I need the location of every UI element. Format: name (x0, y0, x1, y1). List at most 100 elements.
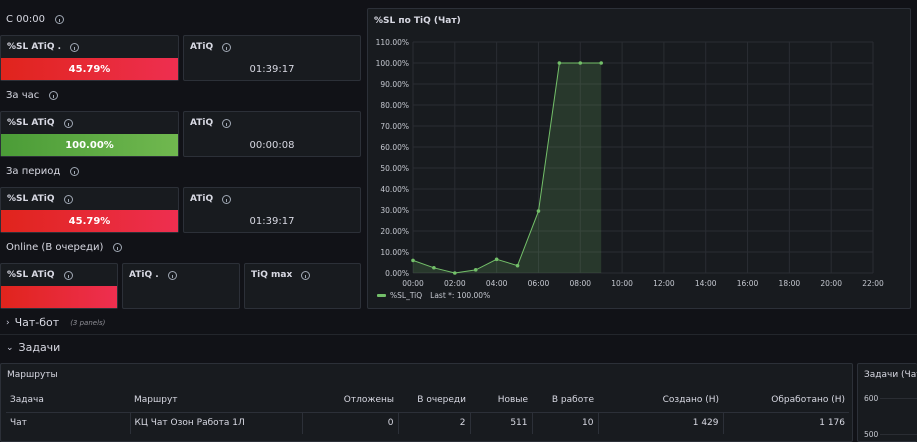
panel-title: %SL ATiQ (7, 194, 73, 204)
x-tick-label: 10:00 (611, 279, 633, 288)
panel-title: ATiQ (190, 42, 232, 52)
row-chat-bot[interactable]: › Чат-бот (3 panels) (6, 316, 105, 329)
panel-title: ATiQ (190, 118, 232, 128)
data-point (432, 265, 436, 270)
chevron-right-icon: › (6, 317, 10, 328)
panel-title-text: ATiQ (190, 194, 214, 204)
panel-title-text: %SL ATiQ . (7, 42, 62, 52)
panel-atiq-today[interactable]: ATiQ 01:39:17 (183, 35, 361, 81)
panel-title-text: %SL ATiQ (7, 118, 55, 128)
y-tick-label: 60.00% (380, 143, 409, 152)
panel-sl-atiq-today[interactable]: %SL ATiQ . 45.79% (0, 35, 179, 81)
y-tick-label: 10.00% (380, 248, 409, 257)
panel-atiq-online[interactable]: ATiQ . (122, 263, 240, 309)
section-online: Online (В очереди) (6, 242, 123, 253)
panel-title-text: ATiQ . (129, 270, 159, 280)
section-title: Online (В очереди) (6, 242, 104, 253)
row-tasks[interactable]: ⌄ Задачи (6, 341, 60, 354)
table-cell: 2 (398, 412, 471, 434)
routes-table: Задача Маршрут Отложены В очереди Новые … (6, 388, 849, 434)
x-tick-label: 16:00 (737, 279, 759, 288)
column-header[interactable]: В работе (532, 388, 598, 413)
panel-sl-atiq-online[interactable]: %SL ATiQ (0, 263, 118, 309)
x-tick-label: 20:00 (820, 279, 842, 288)
column-header[interactable]: Новые (470, 388, 532, 413)
data-point (536, 209, 541, 213)
y-tick-label: 110.00% (376, 38, 409, 47)
panel-title: Задачи (Чат) (864, 370, 917, 380)
info-icon[interactable] (113, 243, 123, 252)
divider (0, 334, 917, 335)
stat-value-bar: 100.00% (1, 134, 178, 156)
y-tick-label: 500 (864, 430, 879, 439)
row-title: Чат-бот (14, 316, 60, 329)
info-icon[interactable] (70, 167, 80, 176)
info-icon[interactable] (70, 42, 80, 52)
panel-title-text: TiQ max (251, 270, 293, 280)
column-header[interactable]: Маршрут (130, 388, 302, 413)
panel-title: Маршруты (7, 370, 58, 380)
column-header[interactable]: В очереди (398, 388, 470, 413)
table-cell: Чат (6, 412, 131, 434)
table-cell: 1 176 (819, 418, 845, 429)
info-icon[interactable] (222, 118, 232, 128)
data-point (578, 61, 583, 65)
table-cell: 10 (532, 412, 599, 434)
chart-legend[interactable]: %SL_TiQ Last *: 100.00% (377, 291, 490, 300)
section-title: За час (6, 90, 40, 101)
stat-value: 00:00:08 (249, 140, 295, 151)
y-tick-label: 20.00% (380, 227, 409, 236)
panel-atiq-period[interactable]: ATiQ 01:39:17 (183, 187, 361, 233)
info-icon[interactable] (63, 270, 73, 280)
column-header[interactable]: Отложены (302, 388, 398, 413)
panel-atiq-hour[interactable]: ATiQ 00:00:08 (183, 111, 361, 157)
series-line (412, 62, 602, 274)
section-per-hour: За час (6, 90, 59, 101)
panel-title-text: ATiQ (190, 118, 214, 128)
panel-sl-tiq-chart[interactable]: %SL по TiQ (Чат) 0.00% 10.00% 20.00% 30.00%… (367, 8, 911, 309)
line-chart: 0.00% 10.00% 20.00% 30.00% 40.00% 50.00% 60.00… (376, 38, 884, 288)
panel-tiq-max-online[interactable]: TiQ max (244, 263, 361, 309)
y-tick-label: 70.00% (380, 122, 409, 131)
x-axis-ticks: 00:00 02:00 04:00 06:00 08:00 10:00 12:00 14:00… (402, 279, 884, 288)
panel-title: ATiQ (190, 194, 232, 204)
x-tick-label: 12:00 (653, 279, 675, 288)
legend-last-value: Last *: 100.00% (430, 291, 491, 300)
info-icon[interactable] (167, 270, 177, 280)
panel-title-text: %SL ATiQ (7, 270, 55, 280)
chart-title: Задачи (Чат) (864, 370, 917, 380)
info-icon[interactable] (222, 42, 232, 52)
stat-value-bar: 45.79% (1, 58, 178, 80)
info-icon[interactable] (63, 118, 73, 128)
grid-line (880, 434, 917, 435)
data-point (557, 61, 562, 65)
info-icon[interactable] (54, 15, 64, 24)
legend-series-name: %SL_TiQ (390, 291, 423, 300)
section-per-period: За период (6, 166, 80, 177)
panel-sl-atiq-hour[interactable]: %SL ATiQ 100.00% (0, 111, 179, 157)
panel-title-text: %SL ATiQ (7, 194, 55, 204)
column-header[interactable]: Обработано (Н) (723, 388, 849, 413)
info-icon[interactable] (222, 194, 232, 204)
panel-tasks-chart[interactable]: Задачи (Чат) 600 500 (857, 363, 917, 442)
x-tick-label: 02:00 (444, 279, 466, 288)
panel-title-text: ATiQ (190, 42, 214, 52)
y-tick-label: 90.00% (380, 80, 409, 89)
info-icon[interactable] (49, 91, 59, 100)
column-header[interactable]: Создано (Н) (598, 388, 723, 413)
section-since-midnight: С 00:00 (6, 14, 64, 25)
x-tick-label: 00:00 (402, 279, 424, 288)
x-tick-label: 22:00 (862, 279, 884, 288)
column-header[interactable]: Задача (6, 388, 130, 413)
panel-title: %SL ATiQ . (7, 42, 80, 52)
data-point (494, 257, 499, 262)
x-tick-label: 04:00 (486, 279, 508, 288)
panel-routes-table[interactable]: Маршруты Задача Маршрут Отложены В очере… (0, 363, 853, 442)
y-tick-label: 100.00% (376, 59, 409, 68)
info-icon[interactable] (63, 194, 73, 204)
table-cell: КЦ Чат Озон Работа 1Л (130, 412, 303, 434)
stat-value: 45.79% (68, 63, 111, 75)
info-icon[interactable] (301, 270, 311, 280)
panel-sl-atiq-period[interactable]: %SL ATiQ 45.79% (0, 187, 179, 233)
table-row[interactable]: Чат КЦ Чат Озон Работа 1Л 0 2 511 10 1 4… (6, 412, 849, 434)
